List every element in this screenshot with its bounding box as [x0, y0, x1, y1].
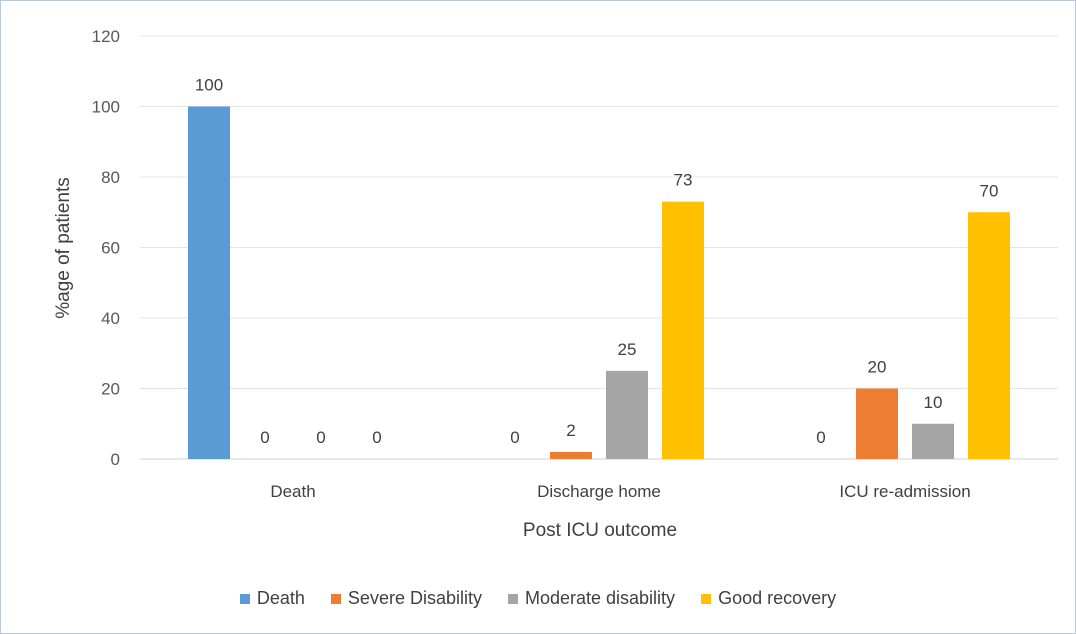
y-tick-label: 120	[92, 27, 120, 46]
y-tick-label: 60	[101, 239, 120, 258]
data-label: 0	[510, 428, 519, 447]
bars	[188, 106, 1010, 460]
legend-label: Severe Disability	[347, 588, 482, 608]
data-label: 25	[618, 340, 637, 359]
y-tick-label: 80	[101, 168, 120, 187]
bar	[188, 106, 230, 459]
legend-label: Death	[256, 588, 305, 608]
y-tick-label: 40	[101, 309, 120, 328]
bar	[606, 370, 648, 459]
y-axis-ticks: 0 20 40 60 80 100 120	[92, 27, 120, 469]
bar	[968, 212, 1010, 459]
x-tick-label: Discharge home	[537, 482, 661, 501]
x-tick-label: ICU re-admission	[839, 482, 970, 501]
data-label: 10	[924, 393, 943, 412]
data-label: 0	[316, 428, 325, 447]
data-label: 0	[260, 428, 269, 447]
y-tick-label: 100	[92, 98, 120, 117]
x-axis-categories: Death Discharge home ICU re-admission	[270, 482, 970, 501]
y-tick-label: 0	[111, 450, 120, 469]
legend-label: Moderate disability	[524, 588, 676, 608]
legend: Death Severe Disability Moderate disabilit…	[0, 588, 1076, 609]
legend-swatch	[239, 593, 250, 604]
data-label: 70	[980, 181, 999, 200]
gridlines	[140, 35, 1058, 460]
legend-swatch	[507, 593, 518, 604]
y-tick-label: 20	[101, 380, 120, 399]
bar	[912, 423, 954, 459]
legend-item: Good recovery	[701, 588, 836, 609]
bar	[550, 451, 592, 459]
chart-svg: 0 20 40 60 80 100 120 100 0 0 0 0 2 25 73 0 20 10 70 Deat…	[53, 27, 1058, 541]
data-label: 2	[566, 421, 575, 440]
x-axis-title: Post ICU outcome	[523, 520, 677, 541]
data-label: 73	[674, 171, 693, 190]
bar	[856, 388, 898, 459]
bar	[662, 201, 704, 460]
legend-swatch	[330, 593, 341, 604]
y-axis-title: %age of patients	[53, 177, 74, 319]
legend-item: Death	[239, 588, 305, 609]
legend-item: Severe Disability	[330, 588, 482, 609]
legend-label: Good recovery	[718, 588, 837, 608]
data-label: 0	[372, 428, 381, 447]
x-tick-label: Death	[270, 482, 315, 501]
data-labels: 100 0 0 0 0 2 25 73 0 20 10 70	[195, 76, 999, 448]
legend-swatch	[701, 593, 712, 604]
data-label: 0	[816, 428, 825, 447]
data-label: 100	[195, 76, 223, 95]
data-label: 20	[868, 358, 887, 377]
legend-item: Moderate disability	[507, 588, 676, 609]
